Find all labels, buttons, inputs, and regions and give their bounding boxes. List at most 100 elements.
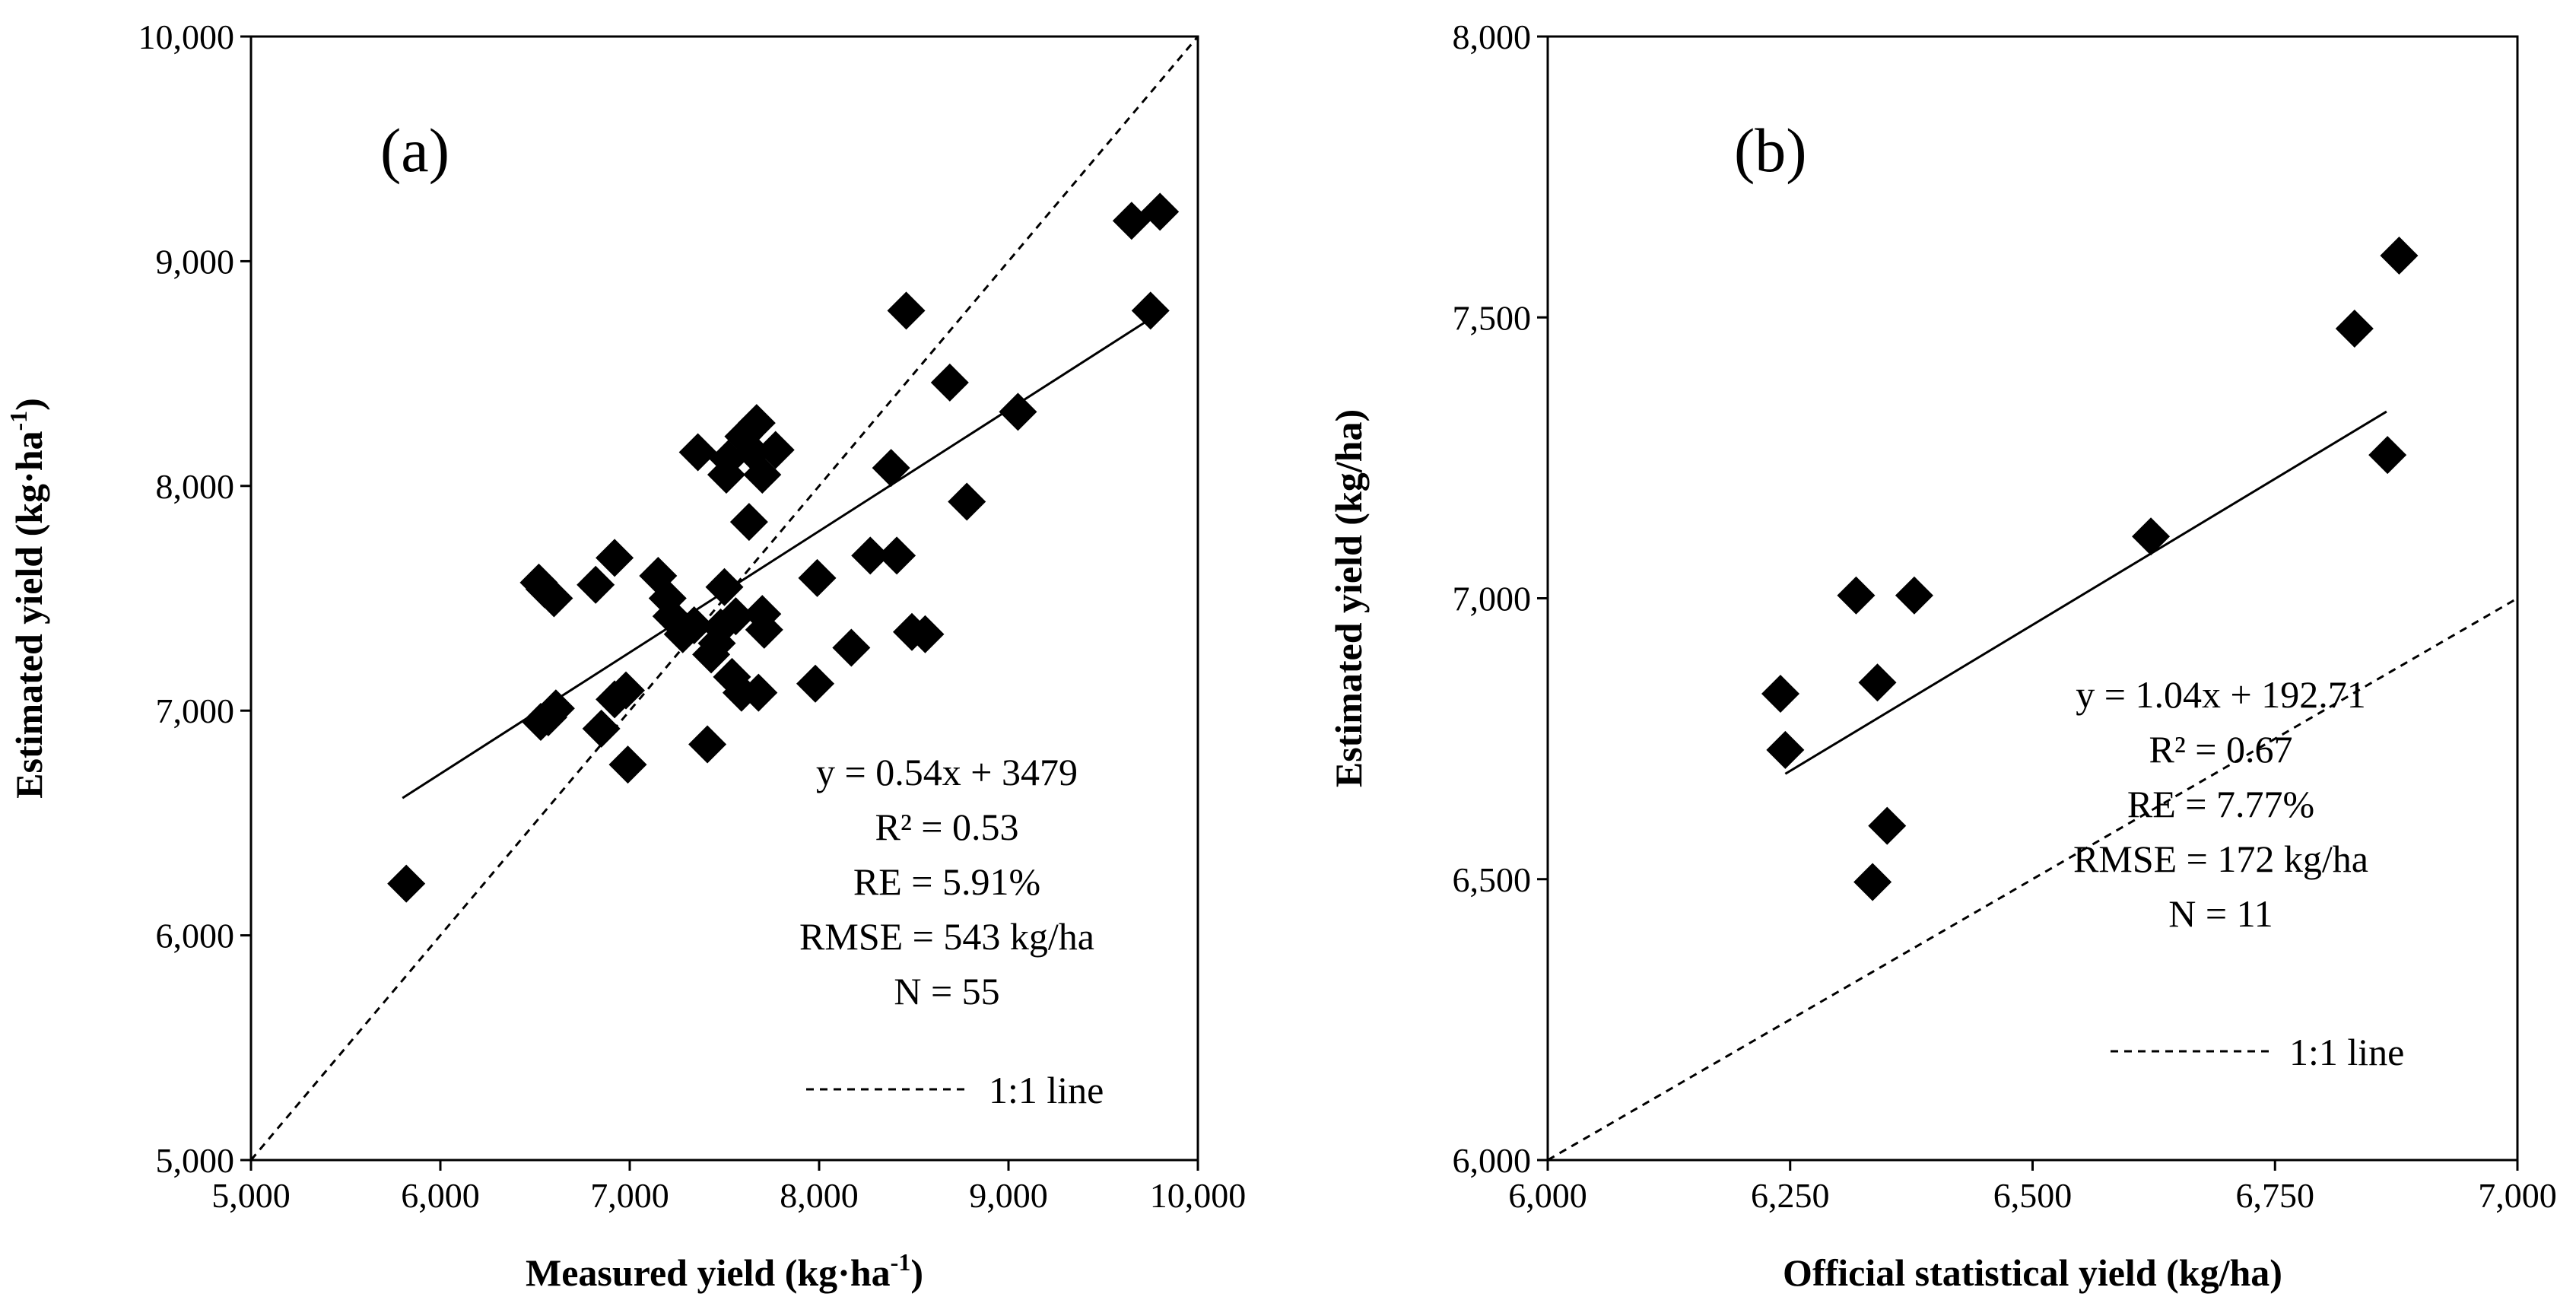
data-point — [608, 745, 647, 784]
x-tick-label: 6,750 — [2236, 1176, 2315, 1215]
x-tick-label: 6,250 — [1751, 1176, 1830, 1215]
data-point — [930, 363, 969, 402]
panel-label: (a) — [380, 116, 449, 185]
data-point — [2380, 237, 2419, 275]
y-tick-label: 6,500 — [1453, 860, 1532, 899]
stat-line: R² = 0.67 — [2149, 728, 2292, 771]
data-point — [1112, 202, 1151, 240]
data-point — [1858, 663, 1897, 702]
data-point — [798, 558, 837, 597]
data-point — [596, 539, 634, 577]
y-tick-label: 7,500 — [1453, 298, 1532, 337]
x-tick-label: 7,000 — [2478, 1176, 2557, 1215]
x-tick-label: 5,000 — [211, 1176, 291, 1215]
stat-line: RE = 5.91% — [853, 860, 1040, 903]
y-tick-label: 6,000 — [156, 917, 235, 955]
regression-line — [1784, 410, 2387, 775]
x-tick-label: 10,000 — [1150, 1176, 1247, 1215]
y-tick-label: 7,000 — [1453, 580, 1532, 618]
x-tick-label: 7,000 — [590, 1176, 669, 1215]
data-point — [1761, 675, 1799, 714]
x-tick-label: 8,000 — [780, 1176, 859, 1215]
y-tick-label: 5,000 — [156, 1141, 235, 1180]
data-point — [872, 449, 910, 488]
x-tick-label: 9,000 — [969, 1176, 1048, 1215]
y-axis-title-sup: -1 — [5, 411, 32, 431]
plot-frame — [1546, 35, 2519, 1162]
panel-a: 5,000 6,000 7,000 8,000 9,000 10,000 5,000 6,00… — [5, 17, 1246, 1294]
y-tick-label: 8,000 — [1453, 17, 1532, 56]
data-point — [906, 615, 945, 653]
stat-line: y = 0.54x + 3479 — [816, 751, 1078, 793]
panel-b: 6,000 6,250 6,500 6,750 7,000 6,000 6,500 7,000… — [1327, 17, 2557, 1294]
data-point — [2132, 517, 2171, 556]
y-axis-title-main: Estimated yield (kg/ha) — [1327, 409, 1370, 787]
data-point — [582, 709, 621, 748]
x-tick-label: 6,000 — [1508, 1176, 1587, 1215]
data-point — [745, 610, 783, 649]
data-point — [1141, 192, 1180, 231]
y-axis-title-end: ) — [8, 398, 50, 411]
stat-line: N = 55 — [894, 970, 999, 1012]
y-tick-label: 8,000 — [156, 467, 235, 506]
x-axis-title: Measured yield (kg·ha-1) — [526, 1248, 923, 1294]
y-axis-title: Estimated yield (kg/ha) — [1327, 409, 1370, 787]
data-point — [688, 725, 727, 764]
stat-line: y = 1.04x + 192.71 — [2076, 673, 2365, 716]
x-tick-label: 6,500 — [1993, 1176, 2073, 1215]
stat-line: RMSE = 543 kg/ha — [799, 915, 1094, 958]
data-point — [1131, 291, 1170, 330]
y-tick-label: 7,000 — [156, 691, 235, 730]
data-point — [607, 671, 646, 710]
legend-label: 1:1 line — [989, 1069, 1104, 1111]
y-tick-label: 9,000 — [156, 242, 235, 281]
data-point — [387, 864, 426, 903]
panel-label: (b) — [1734, 116, 1807, 185]
data-point — [878, 536, 916, 575]
y-axis-title-main: Estimated yield (kg·ha — [8, 431, 50, 798]
identity-line — [251, 37, 1198, 1160]
data-point — [796, 664, 835, 703]
data-point — [705, 567, 744, 606]
x-axis-title: Official statistical yield (kg/ha) — [1783, 1251, 2282, 1294]
data-point — [739, 673, 778, 712]
data-point — [737, 404, 776, 443]
identity-line — [1548, 597, 2517, 1160]
data-point — [1895, 576, 1933, 615]
regression-line — [402, 317, 1151, 799]
x-axis-title-sup: -1 — [891, 1248, 911, 1276]
y-tick-label: 10,000 — [138, 17, 235, 56]
data-point — [675, 606, 713, 644]
x-axis-title-main: Official statistical yield (kg/ha) — [1783, 1251, 2282, 1294]
stat-line: RE = 7.77% — [2127, 783, 2314, 825]
y-axis-title: Estimated yield (kg·ha-1) — [5, 398, 50, 799]
data-point — [716, 597, 755, 636]
x-axis-title-end: ) — [910, 1251, 923, 1294]
data-point — [948, 482, 986, 521]
x-axis-title-main: Measured yield (kg·ha — [526, 1251, 891, 1294]
stat-line: R² = 0.53 — [875, 806, 1018, 848]
data-point — [743, 456, 782, 494]
data-point — [851, 536, 890, 575]
data-point — [756, 431, 795, 469]
data-point — [1853, 863, 1892, 901]
data-point — [1766, 730, 1805, 769]
data-point — [832, 628, 871, 667]
data-point — [2335, 310, 2374, 348]
data-point — [678, 433, 717, 472]
data-point — [1868, 806, 1907, 845]
data-point — [2368, 436, 2407, 475]
x-tick-label: 6,000 — [401, 1176, 480, 1215]
data-point — [729, 503, 768, 542]
stat-line: RMSE = 172 kg/ha — [2073, 838, 2368, 880]
data-point — [887, 291, 926, 330]
stat-line: N = 11 — [2168, 892, 2273, 935]
y-tick-label: 6,000 — [1453, 1141, 1532, 1180]
legend-label: 1:1 line — [2289, 1031, 2404, 1073]
data-point — [577, 565, 615, 604]
data-point — [535, 579, 573, 618]
data-point — [536, 689, 575, 728]
data-point — [1837, 576, 1876, 615]
data-point — [999, 393, 1037, 431]
